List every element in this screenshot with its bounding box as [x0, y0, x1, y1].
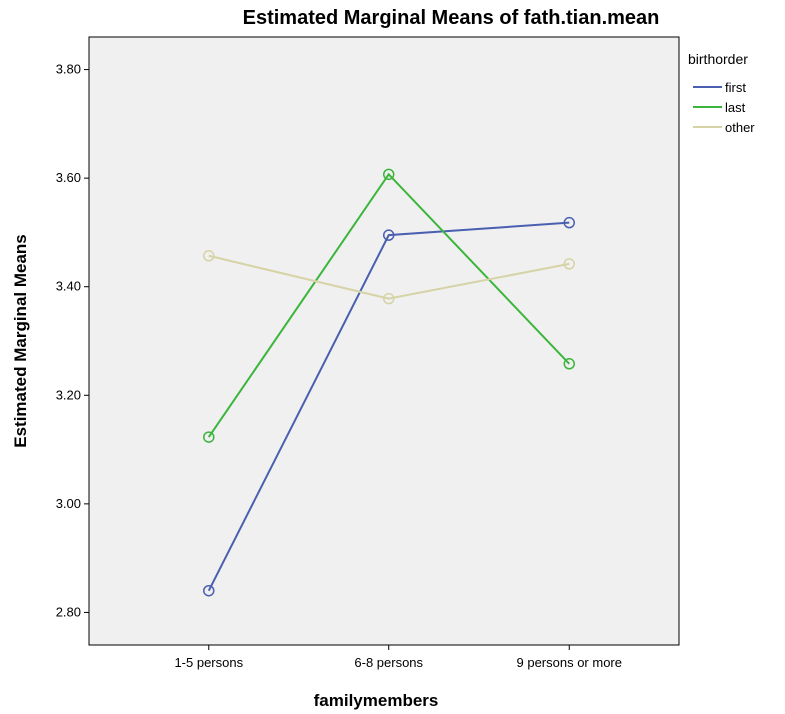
data-point-last: [563, 358, 576, 370]
legend-label-last: last: [725, 100, 746, 115]
series-group: [203, 168, 576, 597]
y-axis-label: Estimated Marginal Means: [11, 234, 30, 448]
legend-label-other: other: [725, 120, 755, 135]
chart-title: Estimated Marginal Means of fath.tian.me…: [243, 7, 660, 29]
x-axis-ticks: 1-5 persons 6-8 persons 9 persons or more: [174, 645, 622, 670]
data-point-first: [382, 229, 395, 241]
y-tick-label: 3.60: [56, 170, 81, 185]
series-line-last: [207, 172, 570, 438]
legend-title: birthorder: [688, 51, 748, 67]
y-tick-label: 3.80: [56, 62, 81, 77]
data-point-other: [563, 258, 576, 270]
data-point-first: [563, 216, 576, 229]
legend: birthorder first last other: [688, 51, 755, 135]
series-line-first: [207, 221, 570, 592]
x-tick-label: 9 persons or more: [517, 655, 623, 670]
x-tick-label: 1-5 persons: [174, 655, 243, 670]
y-tick-label: 3.20: [56, 387, 81, 402]
data-point-last: [203, 431, 215, 443]
legend-label-first: first: [725, 80, 746, 95]
data-point-other: [203, 250, 215, 262]
data-point-first: [203, 584, 215, 597]
y-tick-label: 3.00: [56, 496, 81, 511]
x-axis-label: familymembers: [314, 691, 439, 710]
y-tick-label: 3.40: [56, 279, 81, 294]
data-point-other: [382, 292, 395, 305]
plot-area: [88, 36, 680, 646]
y-tick-label: 2.80: [56, 604, 81, 619]
x-tick-label: 6-8 persons: [354, 655, 423, 670]
data-point-last: [382, 168, 395, 181]
series-line-other: [208, 254, 570, 300]
y-axis-ticks: 2.80 3.00 3.20 3.40 3.60 3.80: [56, 62, 89, 619]
